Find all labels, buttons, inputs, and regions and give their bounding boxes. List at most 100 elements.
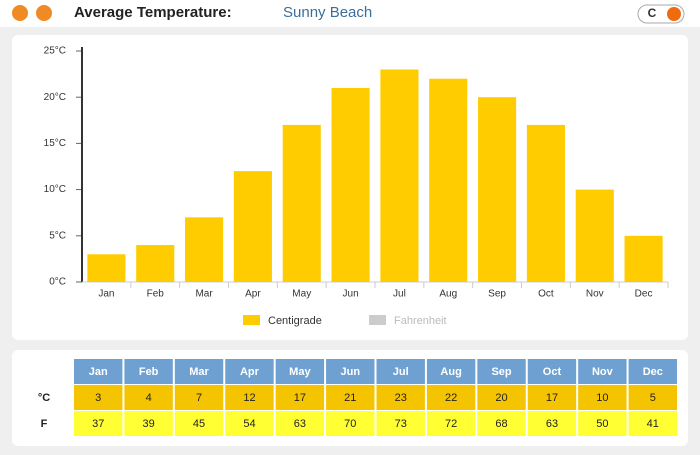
- celsius-cell: [174, 385, 224, 410]
- x-tick-label: Mar: [195, 289, 213, 300]
- celsius-cell: [326, 385, 375, 410]
- header-cell-text: Aug: [440, 366, 461, 378]
- celsius-cell: [578, 385, 627, 410]
- celsius-value: 17: [294, 392, 306, 404]
- bar: [233, 171, 272, 282]
- header-cell-text: Feb: [139, 366, 159, 378]
- header-cell-text: Apr: [240, 366, 260, 378]
- bar: [429, 78, 468, 282]
- fahrenheit-cell: [527, 411, 577, 436]
- celsius-value: 20: [495, 392, 507, 404]
- legend-label: Centigrade: [268, 315, 322, 327]
- header-bar: [0, 0, 700, 27]
- fahrenheit-value: 73: [395, 418, 407, 430]
- chart: 0°C 5°C 10°C 15°C 20°C 25°C Jan Feb Mar Apr May Jun…: [44, 46, 669, 327]
- bar: [136, 245, 175, 282]
- celsius-cell: [275, 385, 325, 410]
- table: Jan 3 37 Feb 4 39 Mar 7 45 Apr 12 54 May 17 63 Jun 21 70 J…: [38, 359, 677, 436]
- x-tick-label: Dec: [635, 289, 653, 300]
- fahrenheit-icon[interactable]: [36, 5, 52, 21]
- celsius-cell: [124, 385, 173, 410]
- header-cell: [578, 359, 627, 384]
- row-label: °C: [38, 392, 50, 404]
- fahrenheit-value: 41: [647, 418, 659, 430]
- header-cell: [225, 359, 274, 384]
- y-tick-label: 15°C: [44, 138, 66, 149]
- fahrenheit-value: 72: [445, 418, 457, 430]
- legend-swatch: [243, 315, 260, 325]
- celsius-cell: [74, 385, 123, 410]
- header-cell: [174, 359, 224, 384]
- celsius-cell: [527, 385, 577, 410]
- x-tick-label: Sep: [488, 289, 506, 300]
- celsius-icon[interactable]: [12, 5, 28, 21]
- header-cell-text: Jan: [89, 366, 108, 378]
- bar: [87, 254, 126, 282]
- celsius-value: 10: [596, 392, 608, 404]
- x-tick-label: Apr: [245, 289, 261, 300]
- bar: [380, 69, 419, 282]
- fahrenheit-value: 45: [193, 418, 205, 430]
- fahrenheit-value: 68: [495, 418, 507, 430]
- celsius-cell: [376, 385, 425, 410]
- header-cell-text: Sep: [491, 366, 511, 378]
- fahrenheit-cell: [225, 411, 274, 436]
- fahrenheit-cell: [376, 411, 425, 436]
- header-cell-text: May: [289, 366, 311, 378]
- y-tick-label: 25°C: [44, 46, 66, 57]
- fahrenheit-cell: [74, 411, 123, 436]
- celsius-value: 4: [146, 392, 152, 404]
- fahrenheit-cell: [426, 411, 476, 436]
- bar: [282, 124, 321, 282]
- y-tick-label: 10°C: [44, 184, 66, 195]
- header-cell: [124, 359, 173, 384]
- bar: [185, 217, 224, 282]
- header-cell-text: Oct: [543, 366, 562, 378]
- header-cell-text: Dec: [643, 366, 663, 378]
- header-cell-text: Jul: [393, 366, 409, 378]
- title: Average Temperature:: [74, 4, 232, 21]
- bar: [526, 124, 565, 282]
- x-tick-label: Jun: [343, 289, 359, 300]
- celsius-value: 22: [445, 392, 457, 404]
- fahrenheit-value: 54: [243, 418, 255, 430]
- row-label: F: [41, 418, 48, 430]
- toggle-knob: [667, 7, 681, 21]
- celsius-value: 12: [243, 392, 255, 404]
- fahrenheit-cell: [578, 411, 627, 436]
- bar: [478, 97, 517, 282]
- toggle-label: C: [648, 6, 657, 20]
- fahrenheit-value: 50: [596, 418, 608, 430]
- header-cell: [376, 359, 425, 384]
- header-cell: [326, 359, 375, 384]
- celsius-value: 21: [344, 392, 356, 404]
- fahrenheit-cell: [174, 411, 224, 436]
- header-cell: [477, 359, 526, 384]
- fahrenheit-cell: [275, 411, 325, 436]
- y-tick-label: 0°C: [49, 277, 66, 288]
- fahrenheit-cell: [628, 411, 677, 436]
- y-tick-label: 5°C: [49, 230, 66, 241]
- legend-label: Fahrenheit: [394, 315, 447, 327]
- x-tick-label: Oct: [538, 289, 554, 300]
- x-tick-label: Aug: [439, 289, 457, 300]
- bar: [624, 235, 663, 282]
- location: Sunny Beach: [283, 4, 372, 21]
- celsius-cell: [225, 385, 274, 410]
- fahrenheit-cell: [124, 411, 173, 436]
- legend-swatch: [369, 315, 386, 325]
- celsius-cell: [628, 385, 677, 410]
- fahrenheit-value: 39: [143, 418, 155, 430]
- header-cell: [74, 359, 123, 384]
- x-tick-label: Jan: [98, 289, 114, 300]
- header-cell-text: Nov: [592, 366, 614, 378]
- header-cell-text: Mar: [189, 366, 209, 378]
- celsius-cell: [477, 385, 526, 410]
- header-cell: [628, 359, 677, 384]
- header-cell: [275, 359, 325, 384]
- fahrenheit-value: 63: [294, 418, 306, 430]
- fahrenheit-cell: [326, 411, 375, 436]
- header-cell: [527, 359, 577, 384]
- celsius-value: 7: [196, 392, 202, 404]
- celsius-value: 23: [395, 392, 407, 404]
